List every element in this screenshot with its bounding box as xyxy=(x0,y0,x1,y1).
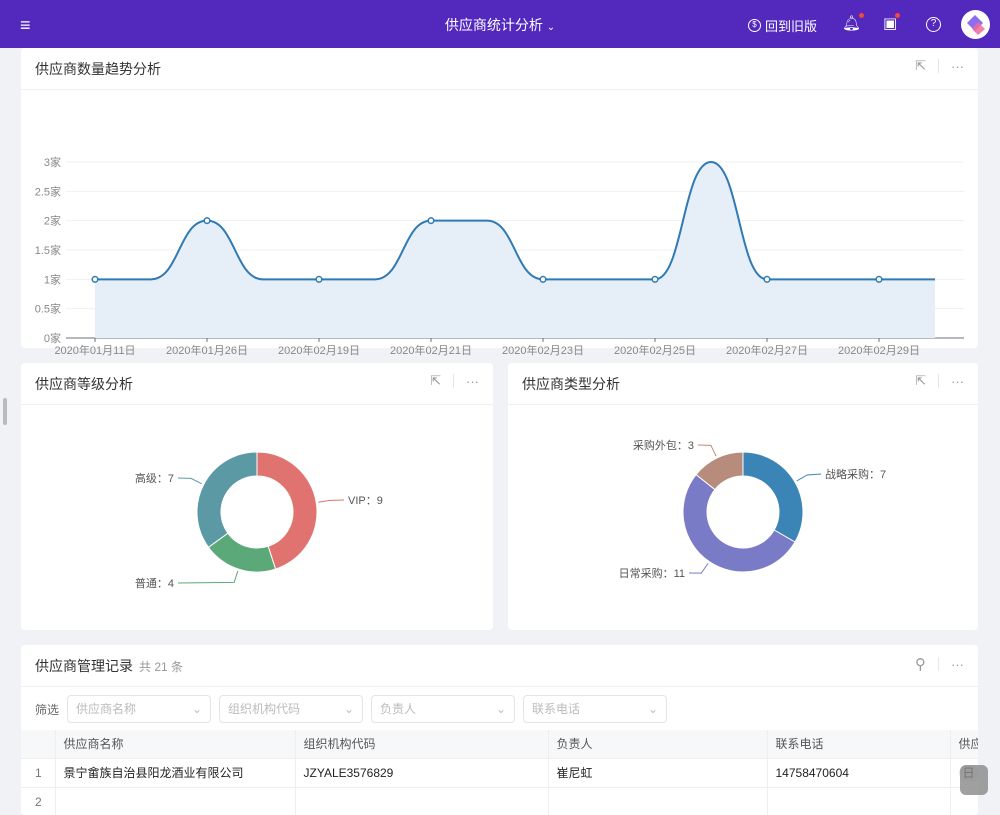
table-row[interactable]: 1 景宁畲族自治县阳龙酒业有限公司 JZYALE3576829 崔尼虹 1475… xyxy=(21,758,978,788)
label-leader-line xyxy=(697,444,717,457)
data-point xyxy=(203,217,211,225)
supplier-name xyxy=(55,787,296,815)
card-title: 供应商等级分析 xyxy=(35,376,133,392)
filter-phone[interactable]: 联系电话 ⌄ xyxy=(523,695,668,723)
y-tick-label: 0.5家 xyxy=(35,302,61,316)
data-point xyxy=(763,275,771,283)
donut-slice xyxy=(695,451,744,491)
column-header xyxy=(21,730,56,759)
y-tick-label: 1家 xyxy=(44,272,61,286)
row-index: 2 xyxy=(21,787,56,815)
type-donut-chart: 战略采购：7 日常采购：11 采购外包：3 xyxy=(619,438,887,580)
more-icon[interactable]: ··· xyxy=(951,656,964,672)
slice-label: 采购外包：3 xyxy=(633,438,694,452)
bell-icon[interactable]: 🔔︎ xyxy=(842,13,865,32)
x-tick-label: 2020年02月19日 xyxy=(278,343,360,356)
filter-org-code[interactable]: 组织机构代码 ⌄ xyxy=(219,695,364,723)
slice-label: 高级：7 xyxy=(135,471,174,485)
page-title: 供应商统计分析 xyxy=(444,17,543,33)
data-point xyxy=(875,275,883,283)
y-tick-label: 2家 xyxy=(44,214,61,228)
column-header[interactable]: 联系电话 xyxy=(767,730,951,759)
grade-card: 供应商等级分析 ⇱ ··· VIP：9 普通：4 高级：7 xyxy=(21,363,493,630)
x-tick-label: 2020年01月26日 xyxy=(166,343,248,356)
more-icon[interactable]: ··· xyxy=(951,373,964,389)
label-leader-line xyxy=(177,570,239,584)
label-leader-line xyxy=(796,473,822,482)
label-leader-line xyxy=(177,477,202,485)
slice-label: 日常采购：11 xyxy=(619,566,685,580)
slice-label: 战略采购：7 xyxy=(825,467,886,481)
records-table: 供应商名称 组织机构代码 负责人 联系电话 供应 1 景宁畲族自治县阳龙酒业有限… xyxy=(21,730,978,815)
donut-slice xyxy=(196,451,258,548)
data-point xyxy=(91,275,99,283)
type-card: 供应商类型分析 ⇱ ··· 战略采购：7 日常采购：11 采购外包：3 xyxy=(508,363,978,630)
x-tick-label: 2020年02月23日 xyxy=(502,343,584,356)
donut-slice xyxy=(742,451,804,543)
expand-icon[interactable]: ⇱ xyxy=(915,373,926,388)
x-tick-label: 2020年02月29日 xyxy=(838,343,920,356)
y-tick-label: 3家 xyxy=(44,155,61,169)
y-tick-label: 2.5家 xyxy=(35,184,61,198)
donut-slice xyxy=(682,473,796,573)
table-row[interactable]: 2 xyxy=(21,787,978,815)
y-tick-label: 1.5家 xyxy=(35,243,61,257)
column-header[interactable]: 供应商名称 xyxy=(55,730,296,759)
trend-line-chart: 0家 0.5家 1家 1.5家 2家 2.5家 3家 2020年01月11日 2020年01月2… xyxy=(35,155,964,356)
card-title: 供应商类型分析 xyxy=(522,376,620,392)
expand-icon[interactable]: ⇱ xyxy=(915,58,926,73)
table-header-row: 供应商名称 组织机构代码 负责人 联系电话 供应 xyxy=(21,730,978,759)
filter-label: 筛选 xyxy=(35,702,60,717)
more-icon[interactable]: ··· xyxy=(951,58,964,74)
dollar-icon: $ xyxy=(748,19,761,32)
avatar[interactable] xyxy=(961,10,990,39)
phone: 14758470604 xyxy=(767,758,951,788)
help-icon[interactable]: ? xyxy=(926,17,941,32)
search-icon[interactable]: ⚲ xyxy=(915,656,926,673)
back-to-old-version-button[interactable]: $ 回到旧版 xyxy=(748,16,817,35)
y-tick-label: 0家 xyxy=(44,331,61,345)
owner: 崔尼虹 xyxy=(548,758,768,788)
back-old-label: 回到旧版 xyxy=(765,19,818,34)
page-title-dropdown[interactable]: 供应商统计分析 ⌄ xyxy=(0,15,1000,35)
grade-donut-chart: VIP：9 普通：4 高级：7 xyxy=(135,451,383,590)
side-drag-handle[interactable] xyxy=(3,398,7,425)
slice-label: VIP：9 xyxy=(348,495,383,507)
card-title: 供应商管理记录 xyxy=(35,658,133,674)
data-point xyxy=(315,275,323,283)
record-count: 共 21 条 xyxy=(139,660,184,674)
data-point xyxy=(427,217,435,225)
x-tick-label: 2020年02月27日 xyxy=(726,343,808,356)
column-header[interactable]: 负责人 xyxy=(548,730,768,759)
label-leader-line xyxy=(318,499,345,503)
x-tick-label: 2020年02月25日 xyxy=(614,343,696,356)
expand-icon[interactable]: ⇱ xyxy=(430,373,441,388)
column-header[interactable]: 供应 xyxy=(950,730,978,759)
chevron-down-icon: ⌄ xyxy=(546,22,556,33)
label-leader-line xyxy=(688,562,709,574)
top-header: ≡ 供应商统计分析 ⌄ $ 回到旧版 🔔︎ ▣ ? xyxy=(0,0,1000,48)
phone xyxy=(767,787,951,815)
records-card: 供应商管理记录共 21 条 ⚲ ··· 筛选 供应商名称 ⌄ 组织机构代码 ⌄ 负责人… xyxy=(21,645,978,815)
scroll-button[interactable] xyxy=(960,765,988,795)
org-code: JZYALE3576829 xyxy=(295,758,549,788)
x-tick-label: 2020年02月21日 xyxy=(390,343,472,356)
owner xyxy=(548,787,768,815)
donut-slice xyxy=(256,451,318,570)
hamburger-icon[interactable]: ≡ xyxy=(20,15,31,35)
org-code xyxy=(295,787,549,815)
data-point xyxy=(651,275,659,283)
filter-owner[interactable]: 负责人 ⌄ xyxy=(371,695,516,723)
slice-label: 普通：4 xyxy=(135,576,174,590)
more-icon[interactable]: ··· xyxy=(466,373,479,389)
data-point xyxy=(539,275,547,283)
supplier-name: 景宁畲族自治县阳龙酒业有限公司 xyxy=(55,758,296,788)
briefcase-icon[interactable]: ▣ xyxy=(883,13,901,32)
column-header[interactable]: 组织机构代码 xyxy=(295,730,549,759)
card-title: 供应商数量趋势分析 xyxy=(35,61,161,77)
row-index: 1 xyxy=(21,758,56,788)
x-tick-label: 2020年01月11日 xyxy=(54,343,135,356)
filter-supplier-name[interactable]: 供应商名称 ⌄ xyxy=(67,695,212,723)
trend-card: 供应商数量趋势分析 ⇱ ··· 0家 0.5家 1家 1.5家 2家 2.5家 3家 2020年… xyxy=(21,48,978,356)
